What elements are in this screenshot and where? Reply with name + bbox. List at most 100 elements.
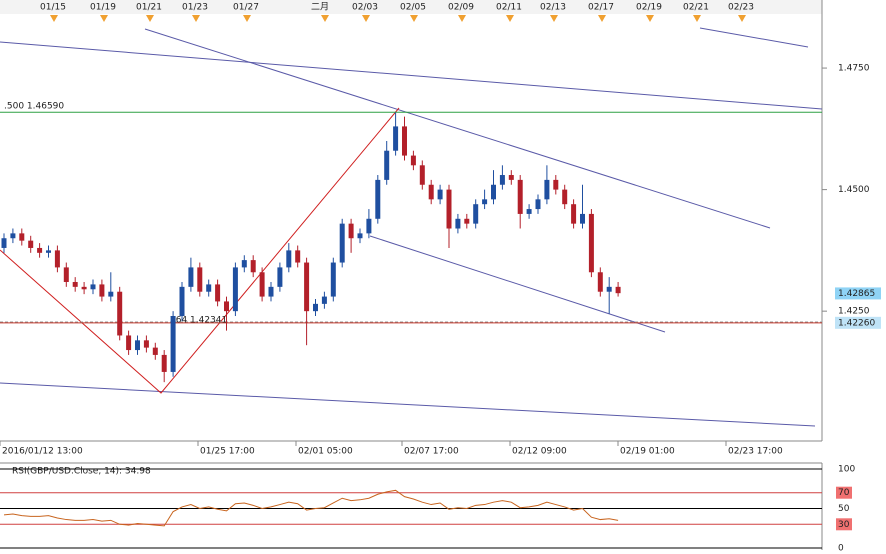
- candle-body: [170, 316, 176, 372]
- rsi-tick-tag: [836, 518, 852, 531]
- candle-body: [482, 199, 488, 205]
- candle-body: [152, 347, 158, 355]
- bottom-time-label: 02/23 17:00: [728, 447, 783, 457]
- candle-body: [206, 284, 212, 292]
- candle-body: [19, 233, 25, 241]
- rsi-tick-label: 0: [838, 544, 844, 554]
- candle-body: [135, 340, 140, 351]
- candle-body: [499, 175, 505, 185]
- top-date-label: 02/13: [540, 3, 566, 13]
- candle-body: [277, 267, 283, 287]
- top-date-label: 02/17: [588, 3, 614, 13]
- date-marker: [598, 15, 606, 22]
- rsi-tick-tag: [836, 486, 852, 499]
- date-marker: [362, 15, 370, 22]
- candle-body: [143, 340, 149, 348]
- candle-body: [606, 286, 612, 292]
- candle-body: [535, 199, 541, 210]
- top-date-strip: [0, 0, 822, 14]
- top-date-label: 二月: [311, 2, 329, 13]
- top-date-label: 01/27: [233, 3, 259, 13]
- candle-body: [286, 250, 292, 268]
- candle-body: [63, 267, 69, 282]
- bottom-time-label: 02/01 05:00: [298, 447, 353, 457]
- candle-body: [491, 184, 496, 200]
- candle-body: [117, 291, 123, 336]
- candle-body: [295, 250, 301, 263]
- bottom-time-label: 02/19 01:00: [620, 447, 675, 457]
- rsi-tick-label: 100: [838, 465, 855, 475]
- candle-body: [508, 175, 514, 180]
- top-date-label: 02/23: [728, 3, 754, 13]
- last-price-label: 1.42865: [838, 289, 875, 299]
- candle-body: [37, 247, 43, 253]
- candle-body: [553, 179, 559, 190]
- candle-body: [562, 189, 568, 205]
- top-date-label: 01/19: [90, 3, 116, 13]
- candle-body: [437, 189, 443, 200]
- candle-body: [1, 238, 7, 248]
- candle-body: [313, 303, 318, 312]
- candle-body: [108, 291, 114, 297]
- candle-body: [419, 165, 425, 185]
- top-date-label: 02/11: [496, 3, 522, 13]
- level-annotation: .500 1.46590: [4, 102, 64, 112]
- bottom-time-label: 01/25 17:00: [200, 447, 255, 457]
- top-date-label: 01/15: [40, 3, 66, 13]
- candle-body: [588, 213, 594, 273]
- candle-body: [330, 262, 336, 297]
- bottom-time-label: 02/12 09:00: [512, 447, 567, 457]
- level-tag: [835, 316, 881, 329]
- candle-body: [81, 286, 87, 290]
- date-marker: [243, 15, 251, 22]
- candle-body: [90, 284, 96, 290]
- candle-body: [268, 286, 274, 297]
- candle-body: [259, 272, 265, 297]
- candle-body: [384, 150, 390, 180]
- candle-body: [402, 126, 407, 156]
- candle-body: [428, 184, 434, 200]
- date-marker: [321, 15, 329, 22]
- candle-body: [321, 296, 327, 304]
- candle-body: [28, 240, 34, 248]
- candle-body: [446, 189, 452, 229]
- candle-body: [179, 286, 185, 317]
- date-marker: [458, 15, 466, 22]
- candle-body: [473, 204, 479, 224]
- candle-body: [597, 272, 603, 292]
- candle-body: [161, 354, 167, 372]
- bottom-time-label: 2016/01/12 13:00: [2, 447, 83, 457]
- date-marker: [646, 15, 654, 22]
- candle-body: [250, 260, 256, 273]
- candle-body: [375, 179, 381, 219]
- date-marker: [738, 15, 746, 22]
- date-marker: [550, 15, 558, 22]
- rsi-tick-label: 50: [838, 504, 850, 514]
- candle-body: [54, 250, 60, 268]
- zigzag: [0, 107, 400, 394]
- candle-body: [615, 286, 621, 294]
- candle-body: [393, 126, 399, 151]
- candle-body: [215, 284, 221, 302]
- candle-body: [72, 281, 78, 287]
- candle-body: [197, 267, 203, 292]
- level-label: 1.42260: [838, 318, 875, 328]
- rsi-tick-label: 70: [838, 488, 850, 498]
- candle-body: [526, 209, 532, 214]
- candle-body: [304, 262, 310, 312]
- trend-lines: [0, 27, 823, 427]
- top-date-label: 01/21: [136, 3, 162, 13]
- y-tick-label: 1.4750: [838, 64, 870, 74]
- candle-body: [410, 155, 416, 166]
- rsi-line: [3, 489, 619, 527]
- date-marker: [50, 15, 58, 22]
- top-date-label: 02/05: [400, 3, 426, 13]
- top-date-label: 02/21: [683, 3, 709, 13]
- date-marker: [146, 15, 154, 22]
- top-date-label: 02/09: [448, 3, 474, 13]
- date-marker: [410, 15, 418, 22]
- candle-body: [544, 179, 550, 200]
- rsi-tick-label: 30: [838, 520, 850, 530]
